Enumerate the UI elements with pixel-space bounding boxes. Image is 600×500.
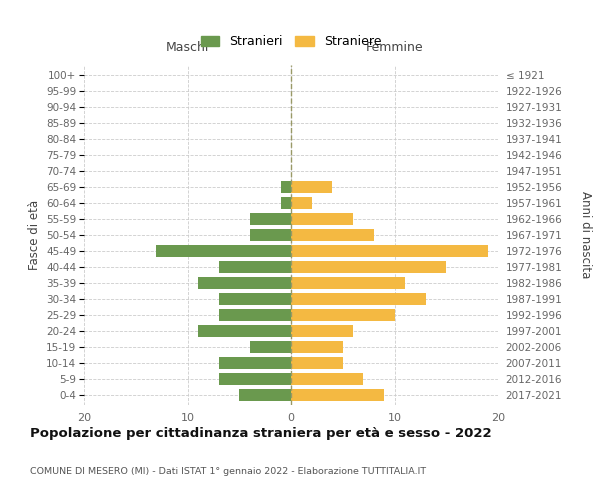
Text: COMUNE DI MESERO (MI) - Dati ISTAT 1° gennaio 2022 - Elaborazione TUTTITALIA.IT: COMUNE DI MESERO (MI) - Dati ISTAT 1° ge… xyxy=(30,468,426,476)
Y-axis label: Fasce di età: Fasce di età xyxy=(28,200,41,270)
Bar xyxy=(291,341,343,353)
Bar xyxy=(291,181,332,193)
Text: Femmine: Femmine xyxy=(365,41,424,54)
Bar xyxy=(250,229,291,241)
Bar xyxy=(250,341,291,353)
Legend: Stranieri, Straniere: Stranieri, Straniere xyxy=(196,30,386,54)
Bar xyxy=(218,374,291,386)
Bar xyxy=(157,245,291,257)
Bar xyxy=(281,197,291,209)
Bar xyxy=(291,277,405,289)
Bar xyxy=(291,325,353,337)
Bar xyxy=(198,325,291,337)
Bar xyxy=(218,309,291,321)
Bar xyxy=(198,277,291,289)
Bar xyxy=(239,390,291,402)
Bar xyxy=(291,374,364,386)
Bar xyxy=(291,293,425,305)
Text: Popolazione per cittadinanza straniera per età e sesso - 2022: Popolazione per cittadinanza straniera p… xyxy=(30,428,491,440)
Bar xyxy=(218,358,291,370)
Bar xyxy=(250,213,291,225)
Bar xyxy=(291,261,446,273)
Bar xyxy=(291,309,395,321)
Bar xyxy=(291,390,384,402)
Bar xyxy=(291,197,312,209)
Bar xyxy=(291,213,353,225)
Bar xyxy=(291,245,488,257)
Bar xyxy=(291,229,374,241)
Bar xyxy=(291,358,343,370)
Bar xyxy=(218,293,291,305)
Bar xyxy=(218,261,291,273)
Bar xyxy=(281,181,291,193)
Y-axis label: Anni di nascita: Anni di nascita xyxy=(579,192,592,278)
Text: Maschi: Maschi xyxy=(166,41,209,54)
